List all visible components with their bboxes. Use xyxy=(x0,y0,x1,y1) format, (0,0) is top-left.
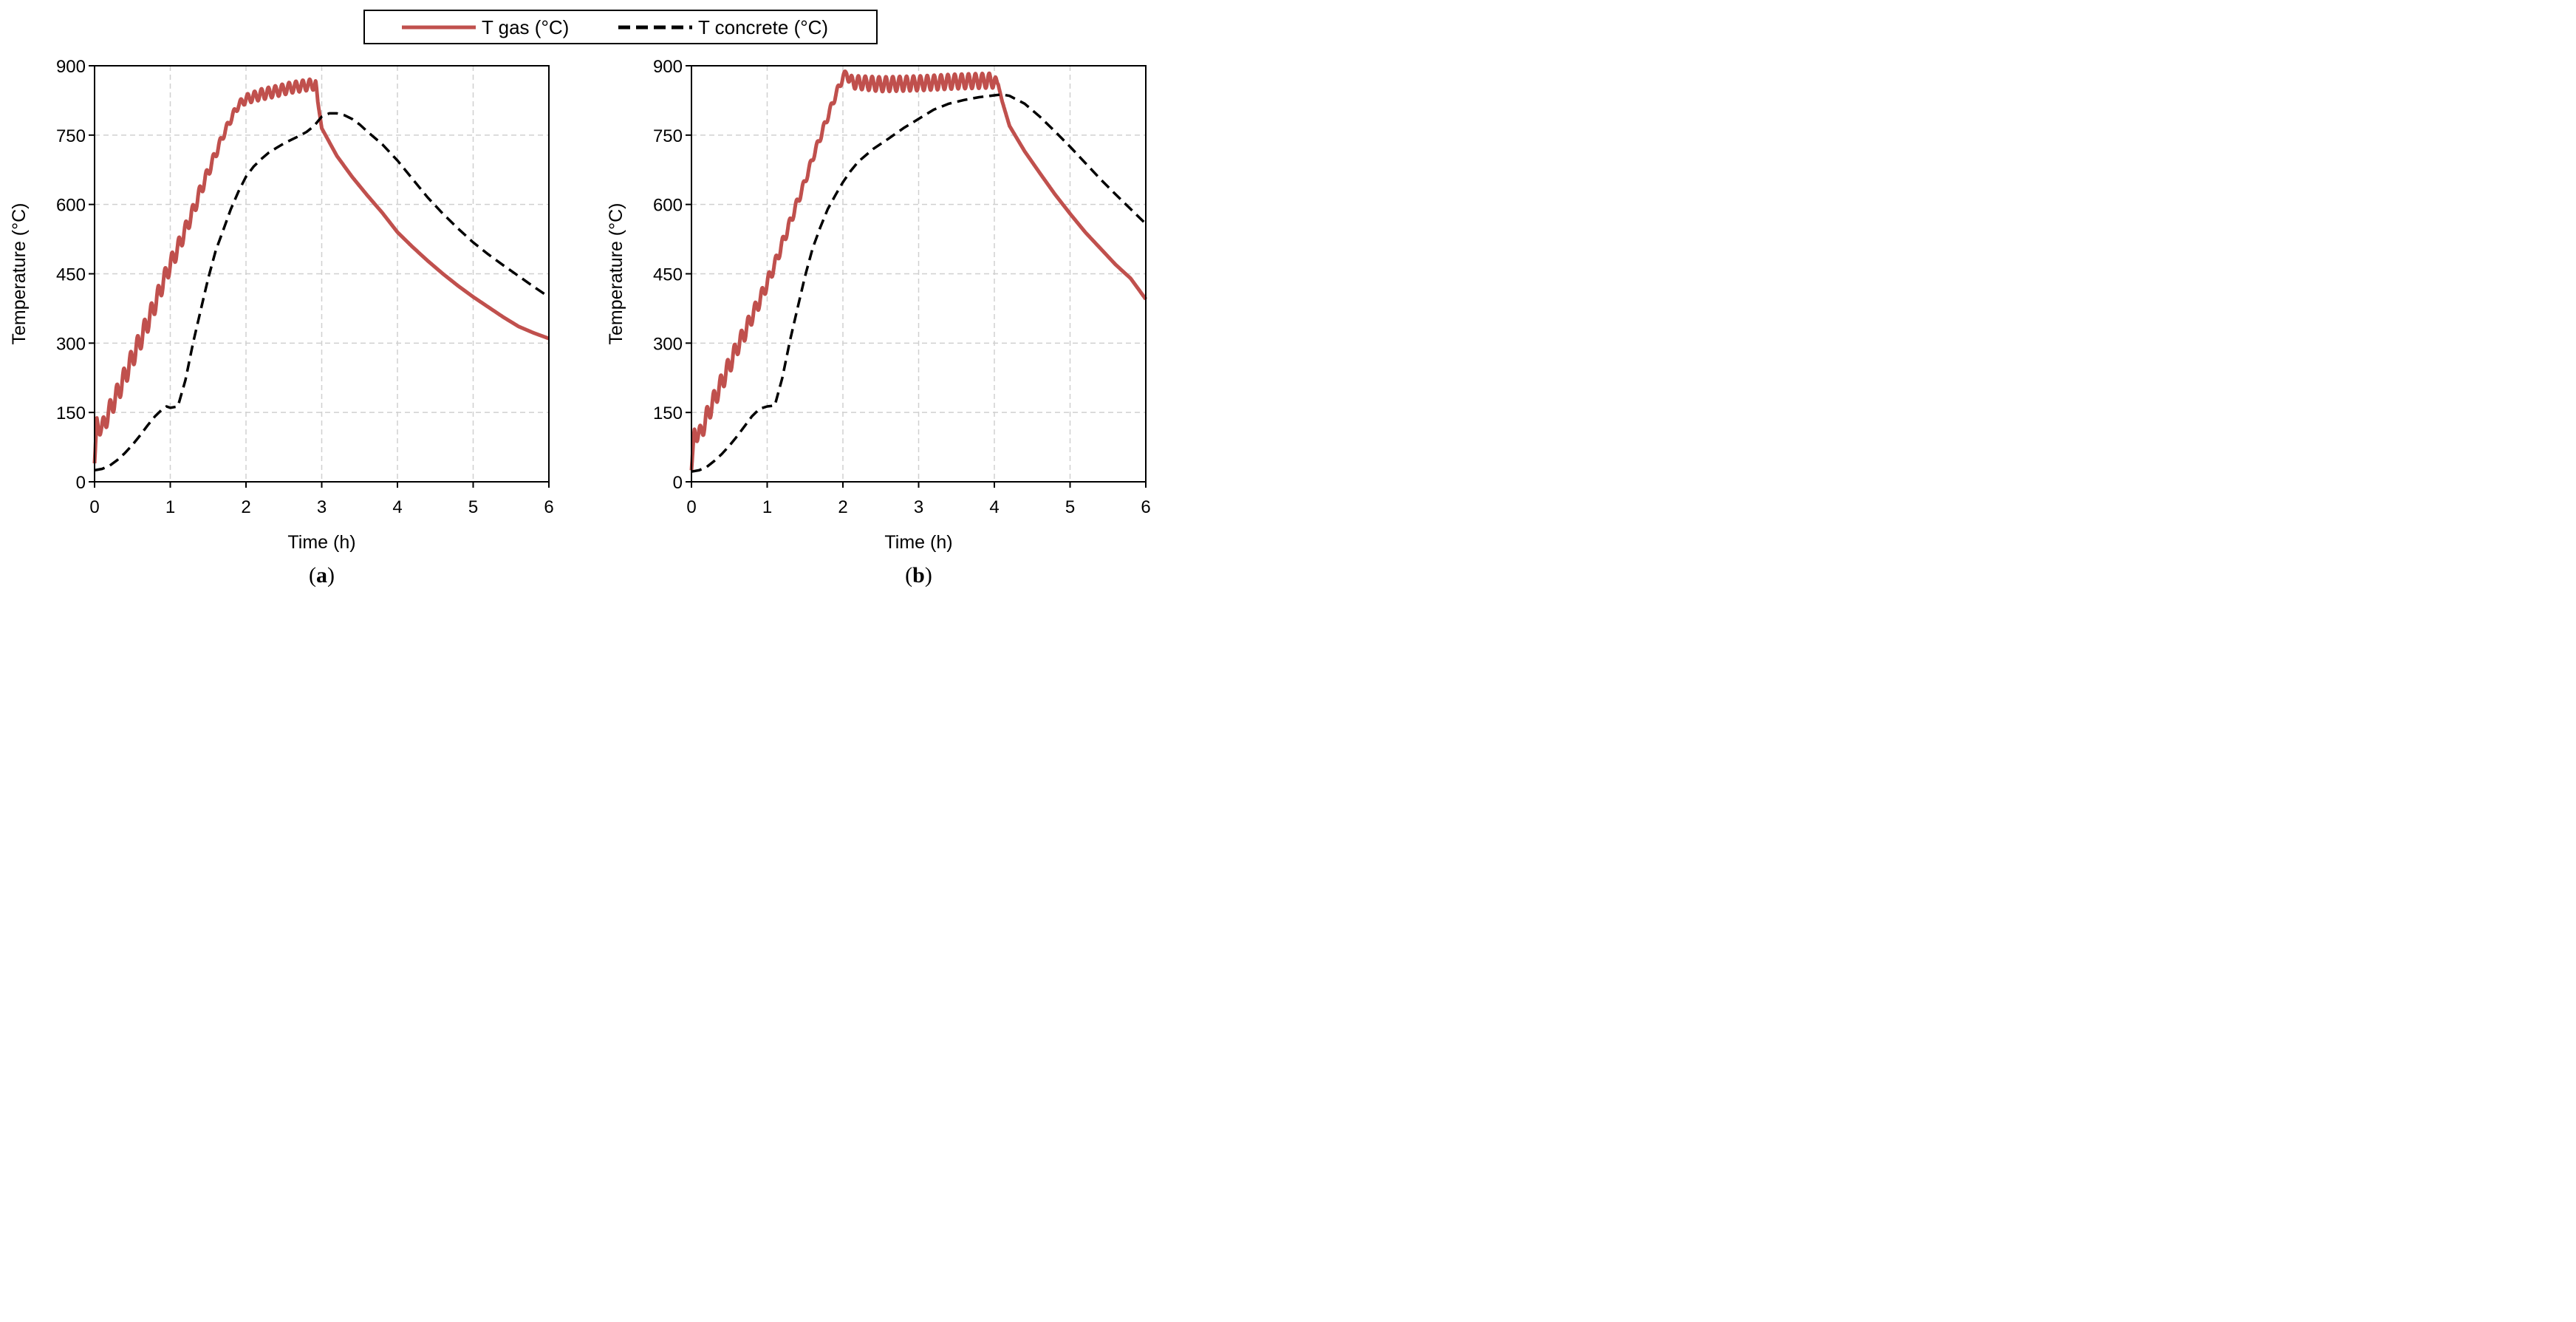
panel-b-y-tick-label: 450 xyxy=(653,265,683,285)
panel-a-x-tick-label: 1 xyxy=(165,497,175,517)
panel-a-y-tick-label: 0 xyxy=(76,473,86,493)
panel-a-ticks: 0 1 2 3 4 5 6 0 150 300 450 600 750 900 xyxy=(56,57,554,517)
legend-label-gas: T gas (°C) xyxy=(482,16,569,38)
legend-label-concrete: T concrete (°C) xyxy=(698,16,828,38)
panel-b-y-tick-label: 300 xyxy=(653,334,683,354)
panel-b-x-tick-label: 4 xyxy=(989,497,999,517)
panel-b-series-concrete xyxy=(691,93,1147,473)
panel-b-x-tick-label: 1 xyxy=(762,497,772,517)
panel-b-x-axis-title: Time (h) xyxy=(884,532,952,553)
panel-a-x-tick-label: 2 xyxy=(241,497,250,517)
panel-a-series xyxy=(92,77,551,472)
panel-a-y-tick-label: 600 xyxy=(56,196,86,216)
panel-b-y-tick-label: 600 xyxy=(653,196,683,216)
panel-a-chart: 0 1 2 3 4 5 6 0 150 300 450 600 750 900 Time (h) Temp… xyxy=(9,57,554,587)
panel-b-label: (b) xyxy=(905,563,932,587)
panel-a-x-tick-label: 5 xyxy=(468,497,478,517)
panel-a-y-tick-label: 150 xyxy=(56,403,86,423)
panel-b-y-tick-label: 150 xyxy=(653,403,683,423)
panel-b-y-tick-label: 900 xyxy=(653,57,683,77)
panel-b-series-gas xyxy=(689,69,1148,471)
panel-a-series-gas xyxy=(92,77,551,464)
panel-a-y-tick-label: 450 xyxy=(56,265,86,285)
panel-a-label: (a) xyxy=(309,563,335,587)
panel-a-x-tick-label: 0 xyxy=(89,497,99,517)
panel-b-x-tick-label: 3 xyxy=(914,497,923,517)
panel-b-y-tick-label: 750 xyxy=(653,126,683,146)
panel-a-x-tick-label: 4 xyxy=(392,497,402,517)
panel-b-x-tick-label: 5 xyxy=(1065,497,1075,517)
panel-b-y-tick-label: 0 xyxy=(673,473,683,493)
panel-b-x-tick-label: 6 xyxy=(1141,497,1150,517)
panel-b-x-tick-label: 2 xyxy=(838,497,847,517)
panel-b-grid xyxy=(691,66,1146,482)
panel-a-y-axis-title: Temperature (°C) xyxy=(9,203,30,345)
panel-a-x-tick-label: 6 xyxy=(544,497,553,517)
panel-a-y-tick-label: 750 xyxy=(56,126,86,146)
panel-a-x-axis-title: Time (h) xyxy=(287,532,355,553)
panel-b-chart: 0 1 2 3 4 5 6 0 150 300 450 600 750 900 Time (h) Temp… xyxy=(606,57,1151,587)
panel-a-y-tick-label: 900 xyxy=(56,57,86,77)
panel-b-series xyxy=(689,69,1148,473)
legend: T gas (°C) T concrete (°C) xyxy=(363,10,878,44)
panel-a-y-tick-label: 300 xyxy=(56,334,86,354)
panel-b-x-tick-label: 0 xyxy=(686,497,696,517)
figure: T gas (°C) T concrete (°C) 0 1 2 3 4 5 6015030… xyxy=(9,10,1151,587)
panel-a-x-tick-label: 3 xyxy=(317,497,327,517)
panel-b-ticks: 0 1 2 3 4 5 6 0 150 300 450 600 750 900 xyxy=(653,57,1151,517)
panel-a-series-concrete xyxy=(94,112,550,472)
panel-b-y-axis-title: Temperature (°C) xyxy=(606,203,626,345)
